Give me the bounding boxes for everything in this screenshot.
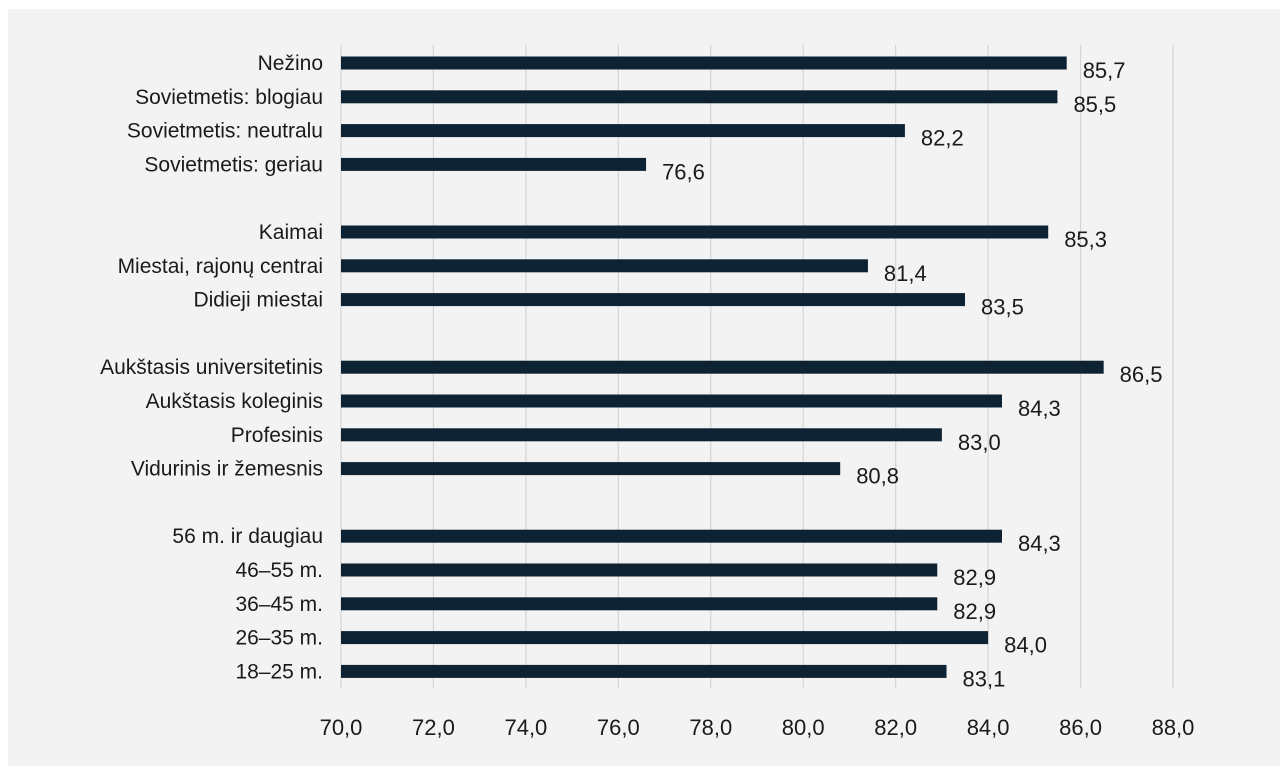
x-tick-label: 72,0 [412,715,455,740]
bar [341,529,1002,543]
bar [341,360,1104,374]
category-label: Sovietmetis: blogiau [135,86,323,109]
category-label: 36–45 m. [235,593,323,616]
category-label: Sovietmetis: geriau [144,153,323,176]
x-tick-label: 86,0 [1059,715,1102,740]
x-tick-label: 76,0 [597,715,640,740]
data-label: 83,5 [981,295,1024,320]
bar [341,428,942,442]
data-label: 76,6 [662,159,705,184]
category-label: Vidurinis ir žemesnis [131,458,323,481]
category-label: 56 m. ir daugiau [172,525,323,548]
data-label: 83,0 [958,430,1001,455]
data-label: 82,9 [953,565,996,590]
x-tick-label: 74,0 [504,715,547,740]
x-tick-label: 78,0 [689,715,732,740]
x-tick-labels: 70,0 72,0 74,0 76,0 78,0 80,0 82,0 84,0 86,0 88,0 [320,715,1195,740]
data-label: 80,8 [856,464,899,489]
category-label: 18–25 m. [235,660,323,683]
category-label: Aukštasis universitetinis [100,356,323,379]
data-label: 81,4 [884,261,927,286]
category-labels: Nežino Sovietmetis: blogiau Sovietmetis: n… [100,52,323,683]
category-label: Profesinis [231,424,323,447]
data-label: 85,5 [1073,92,1116,117]
bar [341,293,965,307]
data-label: 85,3 [1064,227,1107,252]
data-label: 84,3 [1018,396,1061,421]
data-label: 85,7 [1083,58,1126,83]
x-tick-label: 82,0 [874,715,917,740]
bar [341,563,938,577]
category-label: Miestai, rajonų centrai [118,255,323,278]
bar [341,259,868,273]
category-label: Didieji miestai [193,289,323,312]
x-tick-label: 70,0 [320,715,363,740]
category-label: Nežino [258,52,323,75]
bar [341,90,1058,104]
data-label: 83,1 [963,666,1006,691]
bar [341,597,938,611]
data-label: 82,2 [921,126,964,151]
category-label: Sovietmetis: neutralu [127,120,323,143]
x-tick-label: 80,0 [782,715,825,740]
bars [341,56,1104,678]
bar [341,157,647,171]
bar [341,225,1049,239]
data-label: 82,9 [953,599,996,624]
data-label: 86,5 [1120,362,1163,387]
bar [341,394,1002,408]
data-label: 84,3 [1018,531,1061,556]
data-label: 84,0 [1004,633,1047,658]
bar [341,664,947,678]
value-labels: 85,7 85,5 82,2 76,6 85,3 81,4 83,5 86,5 84,3 83,0… [662,58,1162,691]
x-tick-label: 88,0 [1152,715,1195,740]
category-label: Aukštasis koleginis [146,390,323,413]
category-label: 26–35 m. [235,627,323,650]
bar [341,56,1067,70]
x-tick-label: 84,0 [967,715,1010,740]
bar [341,124,905,138]
bar [341,631,989,645]
category-label: 46–55 m. [235,559,323,582]
category-label: Kaimai [259,221,323,244]
bar [341,462,841,476]
